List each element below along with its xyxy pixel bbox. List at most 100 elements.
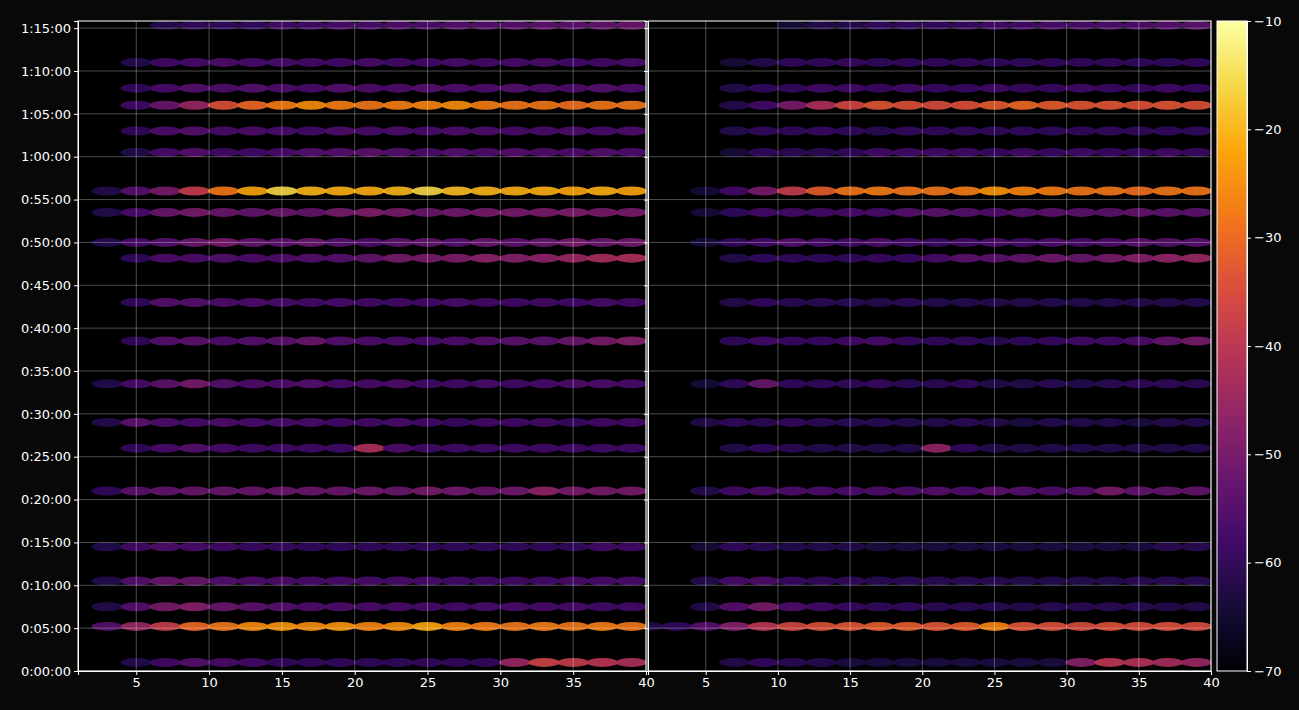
cell [179,127,210,136]
grid-line [648,328,1211,329]
cell [208,487,239,496]
cell [1094,254,1125,263]
cell [777,127,808,136]
cell [892,298,923,307]
tick: 25 [987,671,1004,690]
cell [806,577,837,586]
cell [354,187,385,196]
tick-label: −30 [1254,230,1281,245]
tick-mark [74,500,78,501]
cell [587,101,618,110]
tick: 1:10:00 [21,64,78,79]
cell [237,658,268,667]
tick-mark [644,28,648,29]
grid-line [78,285,646,286]
cell [587,208,618,217]
cell [1037,337,1068,346]
cell [92,379,123,388]
cell [150,658,181,667]
cell [863,337,894,346]
cell [1181,418,1211,427]
cell [1008,84,1039,93]
cell [719,208,750,217]
cell [719,84,750,93]
cell [616,84,646,93]
cell [470,187,501,196]
grid-line [78,628,646,629]
tick-mark [74,542,78,543]
cell [1066,254,1097,263]
cell [470,622,501,631]
cell [354,298,385,307]
cell [950,84,981,93]
colorbar-axis: −70−60−50−40−30−20−10 [1247,14,1281,679]
tick-label: 20 [347,675,364,690]
tick: 35 [1131,671,1148,690]
cell [748,487,779,496]
cell [863,148,894,157]
tick: 20 [915,671,932,690]
cell [1037,254,1068,263]
cell [208,148,239,157]
cell [150,602,181,611]
cell [1152,208,1183,217]
grid-line [427,21,428,671]
cell [777,658,808,667]
cell [748,379,779,388]
tick-mark [1247,563,1251,564]
cell [1037,84,1068,93]
cell [1181,208,1211,217]
grid-line [648,71,1211,72]
cell [383,418,414,427]
cell [354,622,385,631]
grid-line [500,21,501,671]
cell [208,187,239,196]
cell [863,298,894,307]
cell [295,379,326,388]
cell [1037,418,1068,427]
cell [1066,658,1097,667]
cell [1181,487,1211,496]
tick: 5 [702,671,710,690]
tick-label: 0:25:00 [21,449,71,464]
cell [719,658,750,667]
cell [587,418,618,427]
cell [354,148,385,157]
cell [777,58,808,67]
cell [237,187,268,196]
cell [748,577,779,586]
tick-label: 1:15:00 [21,21,71,36]
cell [470,444,501,453]
cell [528,208,559,217]
cell [950,602,981,611]
cell [719,58,750,67]
cell [1181,337,1211,346]
cell [383,337,414,346]
cell [179,379,210,388]
tick [644,328,648,329]
grid-line [777,21,778,671]
cell [748,602,779,611]
tick [644,671,648,672]
tick-mark [74,242,78,243]
cell [150,298,181,307]
cell [1008,658,1039,667]
grid-line [78,28,646,29]
cell [1181,187,1211,196]
cell [1008,444,1039,453]
cell [325,379,356,388]
cell [150,622,181,631]
cell [1152,487,1183,496]
cell [208,542,239,551]
cell [863,602,894,611]
grid-line [281,21,282,671]
cell [325,444,356,453]
cell [950,418,981,427]
cell [208,444,239,453]
cell [719,444,750,453]
cell [1181,254,1211,263]
cell [441,84,472,93]
cell [1094,542,1125,551]
cell [587,487,618,496]
cell [806,622,837,631]
